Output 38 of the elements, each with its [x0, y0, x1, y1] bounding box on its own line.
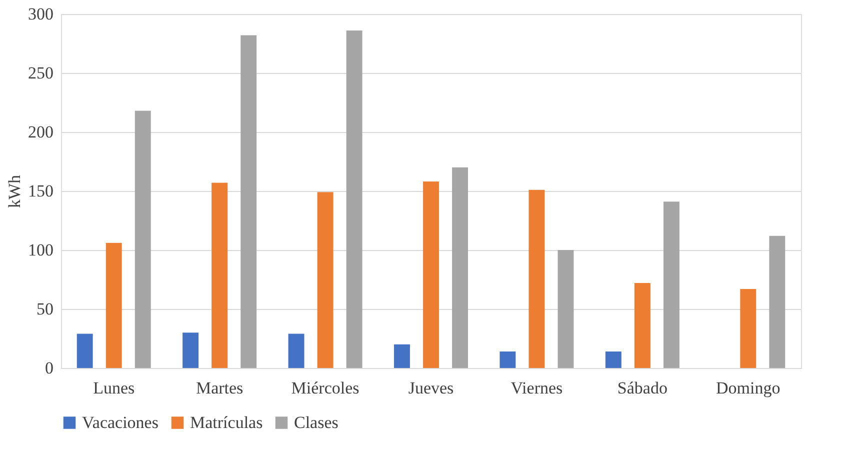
bar [528, 190, 545, 368]
bar [605, 351, 622, 368]
bar [500, 351, 516, 368]
x-tick-label: Miércoles [291, 378, 360, 398]
x-tick-label: Viernes [510, 378, 563, 398]
y-tick-label: 0 [45, 358, 54, 378]
bar [317, 192, 334, 368]
legend-label: Clases [294, 412, 338, 432]
x-tick-label: Lunes [93, 378, 135, 398]
bar [423, 182, 439, 368]
bar [240, 35, 257, 368]
x-tick-label: Jueves [408, 378, 454, 398]
y-axis-title: kWh [5, 174, 24, 208]
x-tick-label: Sábado [617, 378, 668, 398]
x-tick-label: Martes [196, 378, 244, 398]
bar [182, 332, 199, 368]
y-tick-label: 250 [28, 64, 54, 82]
bar [288, 334, 304, 368]
legend-label: Vacaciones [82, 412, 158, 432]
bar [740, 288, 756, 368]
bar [394, 344, 410, 368]
y-tick-label: 300 [28, 4, 54, 24]
bar [634, 283, 650, 368]
bar [452, 167, 468, 368]
y-tick-label: 100 [28, 240, 54, 260]
bar [769, 236, 786, 368]
legend-label: Matrículas [190, 412, 263, 432]
bar [134, 110, 151, 368]
bar [212, 182, 228, 368]
bar [346, 30, 362, 368]
y-tick-label: 200 [28, 122, 54, 142]
bar [663, 202, 680, 368]
bar [76, 334, 93, 368]
bar [558, 250, 574, 368]
x-tick-label: Domingo [716, 378, 780, 398]
bar [106, 242, 122, 368]
y-tick-label: 150 [28, 182, 54, 200]
y-tick-label: 50 [36, 300, 54, 318]
